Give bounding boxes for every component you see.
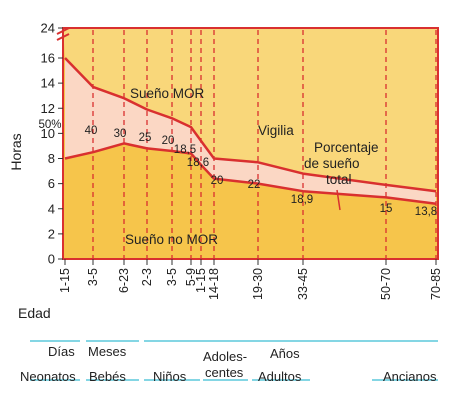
x-tick-label: 14-18 bbox=[207, 268, 221, 300]
x-tick-label: 6-23 bbox=[117, 268, 131, 293]
label-total: total bbox=[326, 172, 352, 187]
label-vigilia: Vigilia bbox=[258, 123, 294, 138]
rem-percent-label: 20 bbox=[211, 175, 224, 187]
rem-percent-label: 20 bbox=[162, 135, 175, 147]
x-tick-label: 1-15 bbox=[194, 268, 208, 293]
line-sueno-no-mor bbox=[64, 142, 437, 205]
group-label-row2: Neonatos bbox=[20, 369, 76, 384]
group-label-row2: Adultos bbox=[258, 369, 302, 384]
x-tick-label: 3-5 bbox=[86, 268, 100, 286]
x-axis-title: Edad bbox=[18, 305, 51, 321]
label-sueno-mor: Sueño MOR bbox=[130, 86, 205, 101]
y-tick-label: 14 bbox=[41, 76, 55, 91]
rem-percent-label: 40 bbox=[85, 125, 98, 137]
y-tick-label: 8 bbox=[48, 151, 55, 166]
rem-percent-label: 22 bbox=[248, 179, 261, 191]
rem-percent-label: 13,8 bbox=[415, 206, 437, 218]
rem-percent-label: 15 bbox=[380, 203, 393, 215]
rem-percent-label: 18,9 bbox=[291, 194, 313, 206]
line-total-sleep bbox=[64, 57, 437, 193]
rem-percent-label: 25 bbox=[139, 132, 152, 144]
annotation-pointer bbox=[336, 189, 341, 211]
label-de-sueno: de sueño bbox=[304, 156, 360, 171]
x-tick-label: 3-5 bbox=[165, 268, 179, 286]
plot-frame bbox=[62, 27, 439, 260]
area-sueno-mor bbox=[65, 58, 436, 204]
x-tick-label: 33-45 bbox=[296, 268, 310, 300]
y-tick-label: 12 bbox=[41, 101, 55, 116]
y-tick-label: 4 bbox=[48, 201, 55, 216]
group-label-row1: Días bbox=[48, 344, 75, 359]
area-vigilia bbox=[63, 28, 438, 192]
y-tick-label: 2 bbox=[48, 226, 55, 241]
rem-percent-label: 30 bbox=[114, 128, 127, 140]
group-label-row2: centes bbox=[205, 365, 244, 380]
y-axis-break bbox=[56, 27, 70, 41]
x-tick-label: 19-30 bbox=[251, 268, 265, 300]
group-label-row1: Años bbox=[270, 346, 300, 361]
x-tick-label: 5-9 bbox=[184, 268, 198, 286]
group-label-row2: Ancianos bbox=[383, 369, 437, 384]
x-tick-label: 1-15 bbox=[58, 268, 72, 293]
x-tick-label: 2-3 bbox=[140, 268, 154, 286]
group-label-row2: Bebés bbox=[89, 369, 126, 384]
group-label-row1: Meses bbox=[88, 344, 127, 359]
y-tick-label: 0 bbox=[48, 252, 55, 267]
rem-percent-label: 50% bbox=[38, 119, 61, 131]
y-tick-label: 6 bbox=[48, 176, 55, 191]
group-label-row2: Adoles- bbox=[203, 349, 247, 364]
group-label-row2: Niños bbox=[153, 369, 187, 384]
x-tick-label: 50-70 bbox=[379, 268, 393, 300]
x-tick-label: 70-85 bbox=[429, 268, 443, 300]
y-tick-label: 24 bbox=[41, 21, 55, 36]
y-axis-title: Horas bbox=[8, 133, 24, 170]
label-porcentaje: Porcentaje bbox=[314, 140, 379, 155]
rem-percent-label: 18,5 bbox=[174, 144, 196, 156]
label-sueno-no-mor: Sueño no MOR bbox=[125, 232, 218, 247]
y-tick-label: 10 bbox=[41, 126, 55, 141]
y-tick-label: 16 bbox=[41, 51, 55, 66]
rem-percent-label: 18,6 bbox=[187, 157, 209, 169]
